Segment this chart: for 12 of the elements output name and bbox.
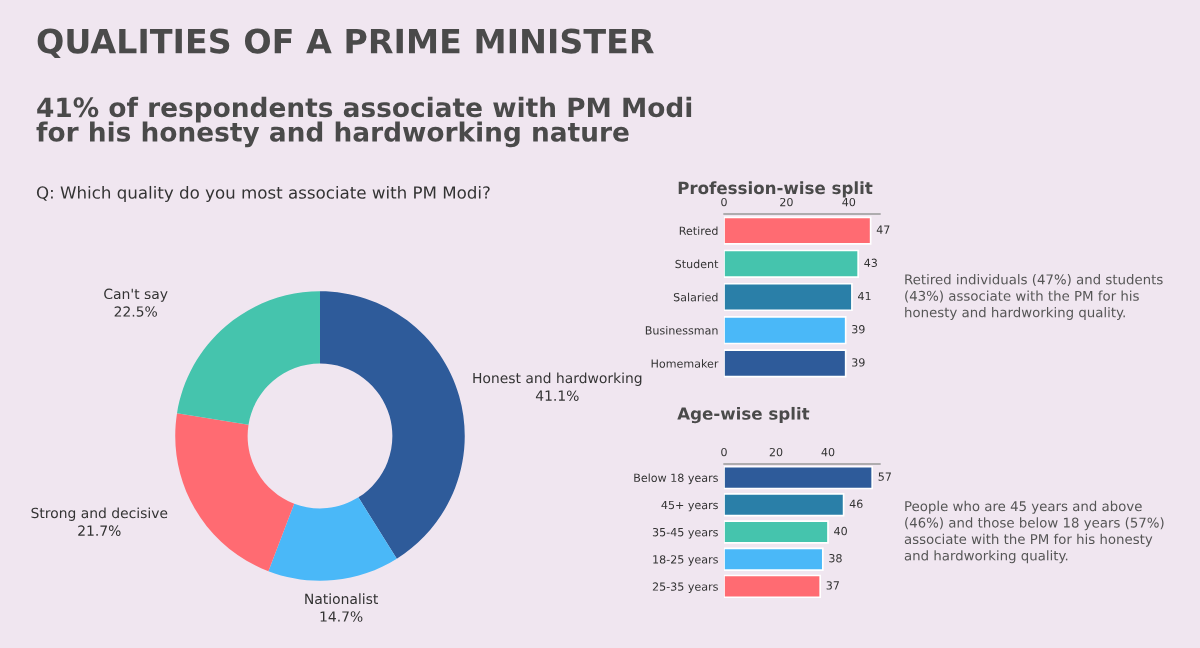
bar xyxy=(724,349,847,378)
bar xyxy=(724,316,847,345)
bar xyxy=(724,249,859,278)
chart-title: Age-wise split xyxy=(677,406,810,424)
chart-title: QUALITIES OF A PRIME MINISTER xyxy=(37,28,654,59)
bar xyxy=(724,216,872,245)
bar xyxy=(724,574,822,599)
bar xyxy=(724,282,853,312)
chart-subtitle: 41% of respondents associate with PM Modi for his honesty and hardworking nature xyxy=(36,96,692,148)
bar xyxy=(724,465,874,490)
chart-title: Profession-wise split xyxy=(678,181,873,198)
text: Q: Which quality do you most associate with PM Modi? xyxy=(36,185,490,203)
